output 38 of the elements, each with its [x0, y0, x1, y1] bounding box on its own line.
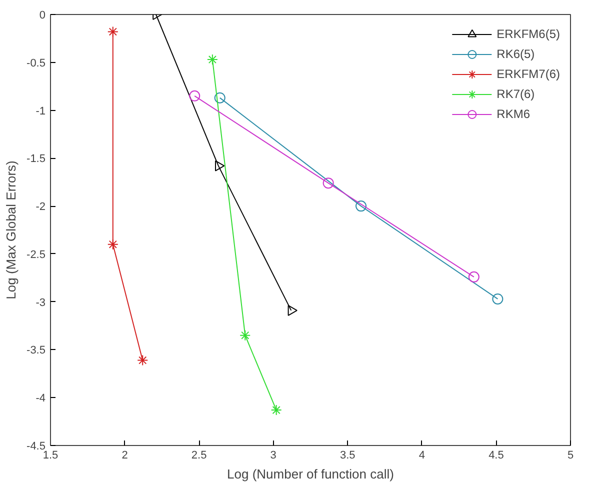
y-tick-label: -3.5: [26, 344, 46, 357]
y-tick-label: 0: [39, 10, 46, 22]
y-tick-label: -3: [36, 296, 46, 309]
legend-label: ERKFM7(6): [496, 67, 560, 81]
x-tick-label: 1.5: [42, 450, 58, 462]
point: [270, 404, 282, 416]
x-tick-label: 5: [567, 450, 574, 462]
point: [356, 200, 367, 212]
point: [137, 354, 148, 366]
point: [468, 271, 480, 282]
x-tick-label: 4: [418, 450, 425, 462]
y-tick-label: -2.5: [26, 248, 46, 261]
point: [206, 54, 218, 66]
point: [107, 26, 118, 38]
x-tick-label: 4.5: [488, 450, 504, 462]
point: [240, 330, 251, 341]
point: [107, 238, 118, 250]
x-axis-title: Log (Number of function call): [227, 466, 394, 482]
y-tick-label: -1.5: [26, 153, 46, 166]
y-tick-label: -1: [36, 105, 46, 118]
x-tick-label: 2.5: [191, 450, 207, 462]
x-tick-label: 3: [270, 450, 276, 462]
legend-label: RK7(6): [496, 87, 535, 101]
y-tick-label: -0.5: [26, 57, 46, 70]
y-tick-label: -2: [36, 201, 46, 214]
legend-label: RK6(5): [496, 47, 535, 61]
point: [288, 304, 298, 316]
legend-label: RKM6: [496, 107, 530, 121]
point: [214, 92, 226, 104]
legend-label: ERKFM6(5): [496, 27, 560, 41]
x-tick-label: 3.5: [340, 450, 356, 462]
point: [322, 178, 334, 189]
y-tick-label: -4: [36, 392, 46, 405]
x-tick-label: 2: [122, 450, 128, 462]
y-tick-label: -4.5: [26, 440, 46, 452]
point: [189, 90, 200, 102]
y-axis-title: Log (Max Global Errors): [4, 160, 19, 300]
point: [492, 293, 504, 304]
